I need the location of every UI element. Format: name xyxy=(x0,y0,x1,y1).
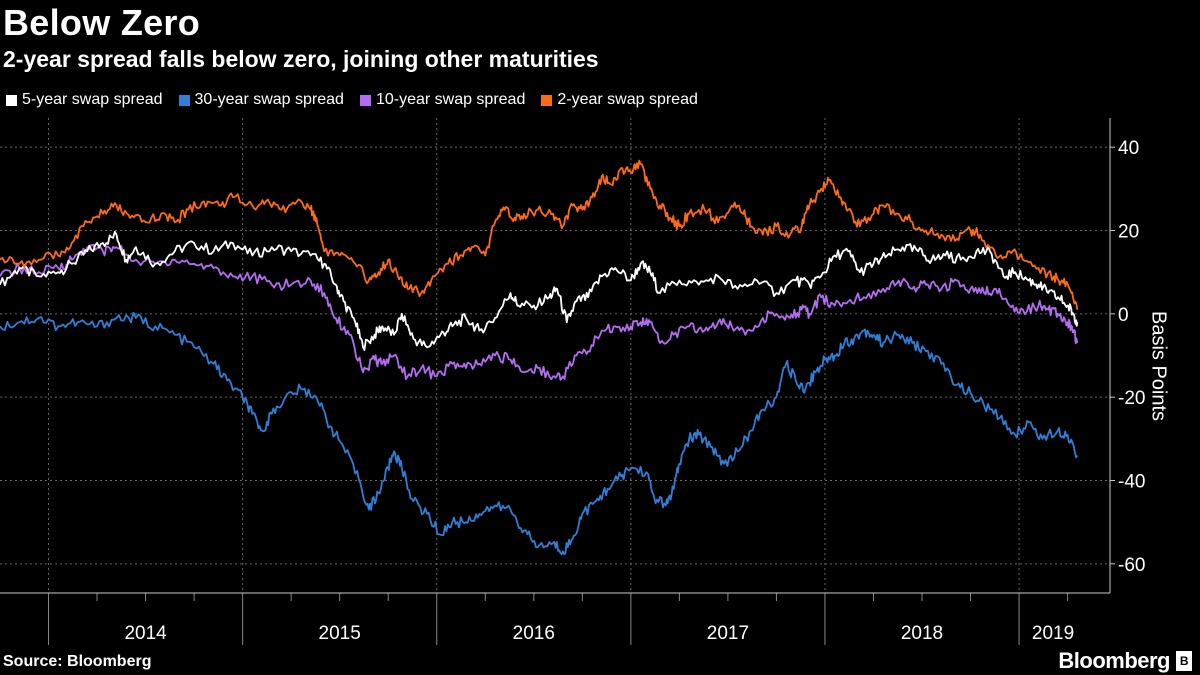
legend-item-5y: 5-year swap spread xyxy=(6,91,163,109)
brand-name: Bloomberg xyxy=(1058,648,1170,673)
x-tick-label: 2015 xyxy=(319,623,361,644)
x-tick-label: 2014 xyxy=(124,623,167,644)
chart-title: Below Zero xyxy=(3,2,201,43)
y-tick-label: -20 xyxy=(1118,388,1145,409)
legend-item-30y: 30-year swap spread xyxy=(178,91,344,109)
legend-label-2y: 2-year swap spread xyxy=(557,91,698,108)
legend-label-30y: 30-year swap spread xyxy=(194,91,344,108)
axes: -60 -40 -20 0 20 40 2014 2015 2016 2017 2018 2019 xyxy=(0,118,1145,645)
legend-swatch-2y xyxy=(541,94,553,106)
x-tick-label: 2017 xyxy=(707,623,749,644)
legend-label-10y: 10-year swap spread xyxy=(375,91,526,108)
y-tick-label: 20 xyxy=(1118,222,1139,243)
y-axis-label: Basis Points xyxy=(1147,311,1170,422)
x-tick-label: 2018 xyxy=(901,623,943,644)
legend-swatch-10y xyxy=(359,94,371,106)
grid xyxy=(0,118,1110,593)
y-tick-label: 40 xyxy=(1118,138,1139,159)
series-line-10-year-swap-spread xyxy=(0,243,1079,381)
source-note: Source: Bloomberg xyxy=(3,653,152,670)
series-line-5-year-swap-spread xyxy=(0,230,1079,351)
y-tick-label: -40 xyxy=(1118,472,1145,493)
legend-label-5y: 5-year swap spread xyxy=(22,91,163,108)
series-line-30-year-swap-spread xyxy=(0,311,1079,556)
brand-badge-icon: B xyxy=(1176,651,1192,671)
x-tick-label: 2016 xyxy=(513,623,555,644)
legend-item-2y: 2-year swap spread xyxy=(541,91,698,109)
legend-swatch-5y xyxy=(6,94,17,106)
series-lines xyxy=(0,159,1079,556)
legend-item-10y: 10-year swap spread xyxy=(359,91,526,109)
x-tick-label: 2019 xyxy=(1032,623,1074,644)
legend-swatch-30y xyxy=(178,94,190,106)
y-tick-label: -60 xyxy=(1118,555,1145,576)
series-line-2-year-swap-spread xyxy=(0,159,1079,310)
brand-logo: Bloomberg B xyxy=(1058,648,1192,674)
chart-subtitle: 2-year spread falls below zero, joining … xyxy=(3,46,599,72)
legend: 5-year swap spread 30-year swap spread 1… xyxy=(6,91,698,109)
y-tick-label: 0 xyxy=(1118,305,1129,326)
